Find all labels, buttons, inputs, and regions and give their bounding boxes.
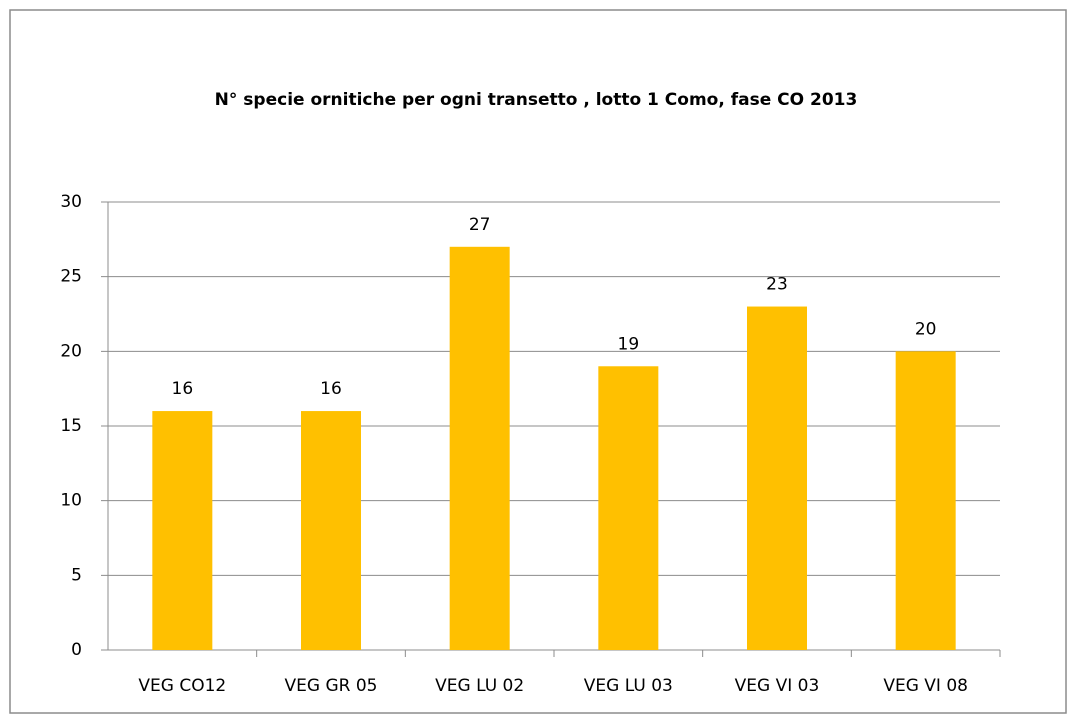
y-tick-label: 15 — [60, 416, 82, 436]
bar — [895, 351, 956, 650]
y-tick-label: 30 — [60, 192, 82, 212]
x-tick-label: VEG GR 05 — [285, 676, 378, 696]
x-tick-label: VEG VI 08 — [883, 676, 968, 696]
bar — [152, 411, 213, 650]
data-label: 16 — [320, 379, 342, 399]
data-label: 23 — [766, 275, 788, 295]
data-label: 20 — [915, 319, 937, 339]
bar — [449, 246, 510, 651]
y-tick-label: 5 — [71, 565, 82, 585]
x-tick-label: VEG LU 02 — [435, 676, 524, 696]
bar — [747, 306, 807, 650]
x-tick-label: VEG CO12 — [138, 676, 226, 696]
x-tick-label: VEG LU 03 — [584, 676, 673, 696]
y-tick-label: 20 — [60, 341, 82, 361]
data-label: 27 — [469, 215, 491, 235]
data-label: 19 — [618, 334, 640, 354]
bar — [301, 411, 361, 650]
y-tick-label: 0 — [71, 640, 82, 660]
data-label: 16 — [172, 379, 194, 399]
y-tick-label: 10 — [60, 491, 82, 511]
y-tick-label: 25 — [60, 267, 82, 287]
chart-title: N° specie ornitiche per ogni transetto ,… — [215, 90, 858, 110]
bar — [598, 366, 659, 650]
x-tick-label: VEG VI 03 — [735, 676, 820, 696]
